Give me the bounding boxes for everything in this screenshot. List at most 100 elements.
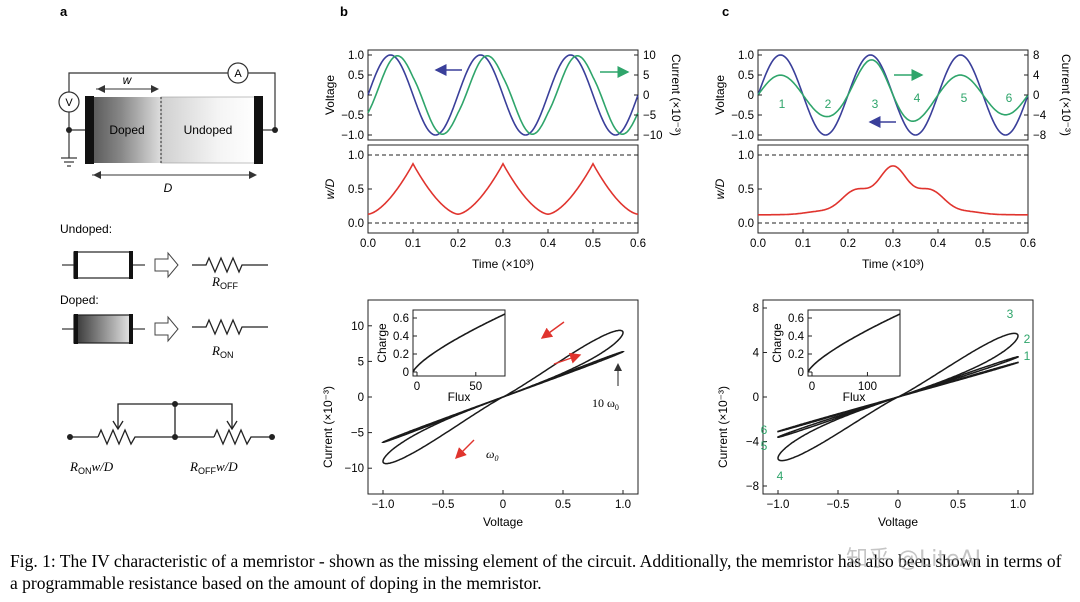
current-iv-axis-tick-label: 5 (358, 356, 364, 368)
voltage-iv-axis-tick-label: −0.5 (432, 499, 455, 511)
flux-axis-label: Flux (843, 390, 866, 404)
state-axis-tick-label: 0.5 (738, 184, 754, 196)
flux-axis-tick-label: 50 (469, 381, 482, 393)
charge-axis-tick-label: 0.2 (393, 349, 409, 361)
r-off-label: ROFF (211, 274, 238, 291)
doped-region (89, 97, 161, 163)
voltage-axis-label: Voltage (713, 75, 727, 115)
time-axis-tick-label: 0.6 (1020, 238, 1036, 250)
voltage-axis-tick-label: −0.5 (731, 110, 754, 122)
state-axis-tick-label: 1.0 (738, 150, 754, 162)
voltage-axis-tick-label: 0.5 (348, 70, 364, 82)
panel-label-b: b (340, 4, 348, 19)
ammeter-label: A (234, 68, 242, 80)
voltage-axis-tick-label: −1.0 (731, 130, 754, 142)
iv-curve-loop-1 (777, 361, 1019, 433)
loop-label: 3 (1007, 307, 1014, 321)
doped-title: Doped: (60, 293, 99, 307)
current-iv-axis-tick-label: 0 (358, 392, 364, 404)
time-axis-label: Time (×10³) (862, 257, 924, 271)
region-label: 3 (872, 97, 879, 111)
state-axes (367, 144, 639, 234)
voltage-iv-axis-tick-label: 1.0 (615, 499, 631, 511)
current-trace (757, 59, 1029, 122)
direction-arrow (553, 352, 582, 365)
current-axis-tick-label: −4 (1033, 110, 1047, 122)
r-on-label: RON (211, 343, 233, 360)
potentiometer-off-icon (213, 428, 272, 446)
loop-label: 5 (761, 439, 768, 453)
direction-arrow (455, 439, 475, 459)
time-axis-label: Time (×10³) (472, 257, 534, 271)
time-axis-tick-label: 0.3 (885, 238, 901, 250)
current-axis-tick-label: −8 (1033, 130, 1046, 142)
current-iv-axis-label: Current (×10⁻³) (716, 386, 730, 468)
time-axis-tick-label: 0.3 (495, 238, 511, 250)
voltage-iv-axis-tick-label: −1.0 (767, 499, 790, 511)
annotation-w0: ω0 (486, 447, 498, 463)
state-axis-tick-label: 0.0 (348, 218, 364, 230)
figure-caption: Fig. 1: The IV characteristic of a memri… (10, 551, 1062, 593)
voltage-axis-tick-label: 0 (358, 90, 364, 102)
voltage-trace (367, 54, 639, 136)
undoped-title: Undoped: (60, 222, 112, 236)
voltmeter-icon (58, 91, 80, 113)
current-iv-axis-label: Current (×10⁻³) (321, 386, 335, 468)
current-iv-axis-tick-label: 8 (753, 303, 759, 315)
time-axis-tick-label: 0.0 (750, 238, 766, 250)
voltage-axis-tick-label: −0.5 (341, 110, 364, 122)
doped-label: Doped (109, 123, 144, 137)
voltage-iv-axis-label: Voltage (878, 515, 918, 529)
region-label: 5 (961, 91, 968, 105)
time-axis-tick-label: 0.5 (975, 238, 991, 250)
voltmeter-label: V (65, 97, 73, 109)
charge-axis-tick-label: 0.6 (393, 313, 409, 325)
annotation-subscript: 0 (615, 403, 619, 412)
region-label: 2 (825, 97, 832, 111)
current-iv-axis-tick-label: −8 (746, 481, 759, 493)
current-axis-label: Current (×10⁻³) (1059, 54, 1073, 136)
panel-label-c: c (722, 4, 729, 19)
time-axis-tick-label: 0.1 (795, 238, 811, 250)
charge-axis-tick-label: 0.4 (393, 331, 410, 343)
flux-axis-tick-label: 0 (414, 381, 420, 393)
series-off-label: ROFFw/D (189, 459, 238, 476)
state-axis-label: w/D (713, 178, 727, 199)
charge-axis-label: Charge (375, 323, 389, 363)
voltage-axis-tick-label: 1.0 (738, 50, 754, 62)
state-axis-label: w/D (323, 178, 337, 199)
region-label: 6 (1006, 91, 1013, 105)
annotation-10w0: 10 ω0 (592, 396, 619, 412)
undoped-region (160, 96, 257, 164)
implies-arrow-icon (154, 315, 179, 343)
time-axis-tick-label: 0.4 (540, 238, 557, 250)
voltage-iv-axis-tick-label: 0.5 (555, 499, 571, 511)
panel-label-a: a (60, 4, 68, 19)
implies-arrow-icon (154, 251, 179, 279)
watermark: 知乎 @LiteAI (846, 547, 982, 572)
resistor-off-icon (192, 256, 268, 274)
state-axis-tick-label: 0.0 (738, 218, 754, 230)
current-iv-axis-tick-label: −5 (351, 428, 364, 440)
voltage-iv-axis-tick-label: 1.0 (1010, 499, 1026, 511)
iv-curve-loop-10w0 (381, 350, 625, 444)
voltage-axis-tick-label: −1.0 (341, 130, 364, 142)
current-trace (367, 55, 639, 135)
time-axis-tick-label: 0.1 (405, 238, 421, 250)
voltage-iv-axis-label: Voltage (483, 515, 523, 529)
region-label: 4 (914, 91, 921, 105)
current-axis-tick-label: 0 (643, 90, 649, 102)
flux-axis-tick-label: 0 (809, 381, 815, 393)
time-axis-tick-label: 0.0 (360, 238, 376, 250)
current-iv-axis-tick-label: −10 (344, 463, 364, 475)
current-axis-label: Current (×10⁻³) (669, 54, 683, 136)
region-label: 1 (779, 97, 786, 111)
time-axis-tick-label: 0.4 (930, 238, 947, 250)
charge-axis-label: Charge (770, 323, 784, 363)
current-iv-axis-tick-label: 10 (351, 321, 364, 333)
charge-axis-tick-label: 0.4 (788, 331, 805, 343)
D-label: D (164, 181, 173, 195)
series-on-label: RONw/D (69, 459, 114, 476)
current-axis-tick-label: 10 (643, 50, 656, 62)
